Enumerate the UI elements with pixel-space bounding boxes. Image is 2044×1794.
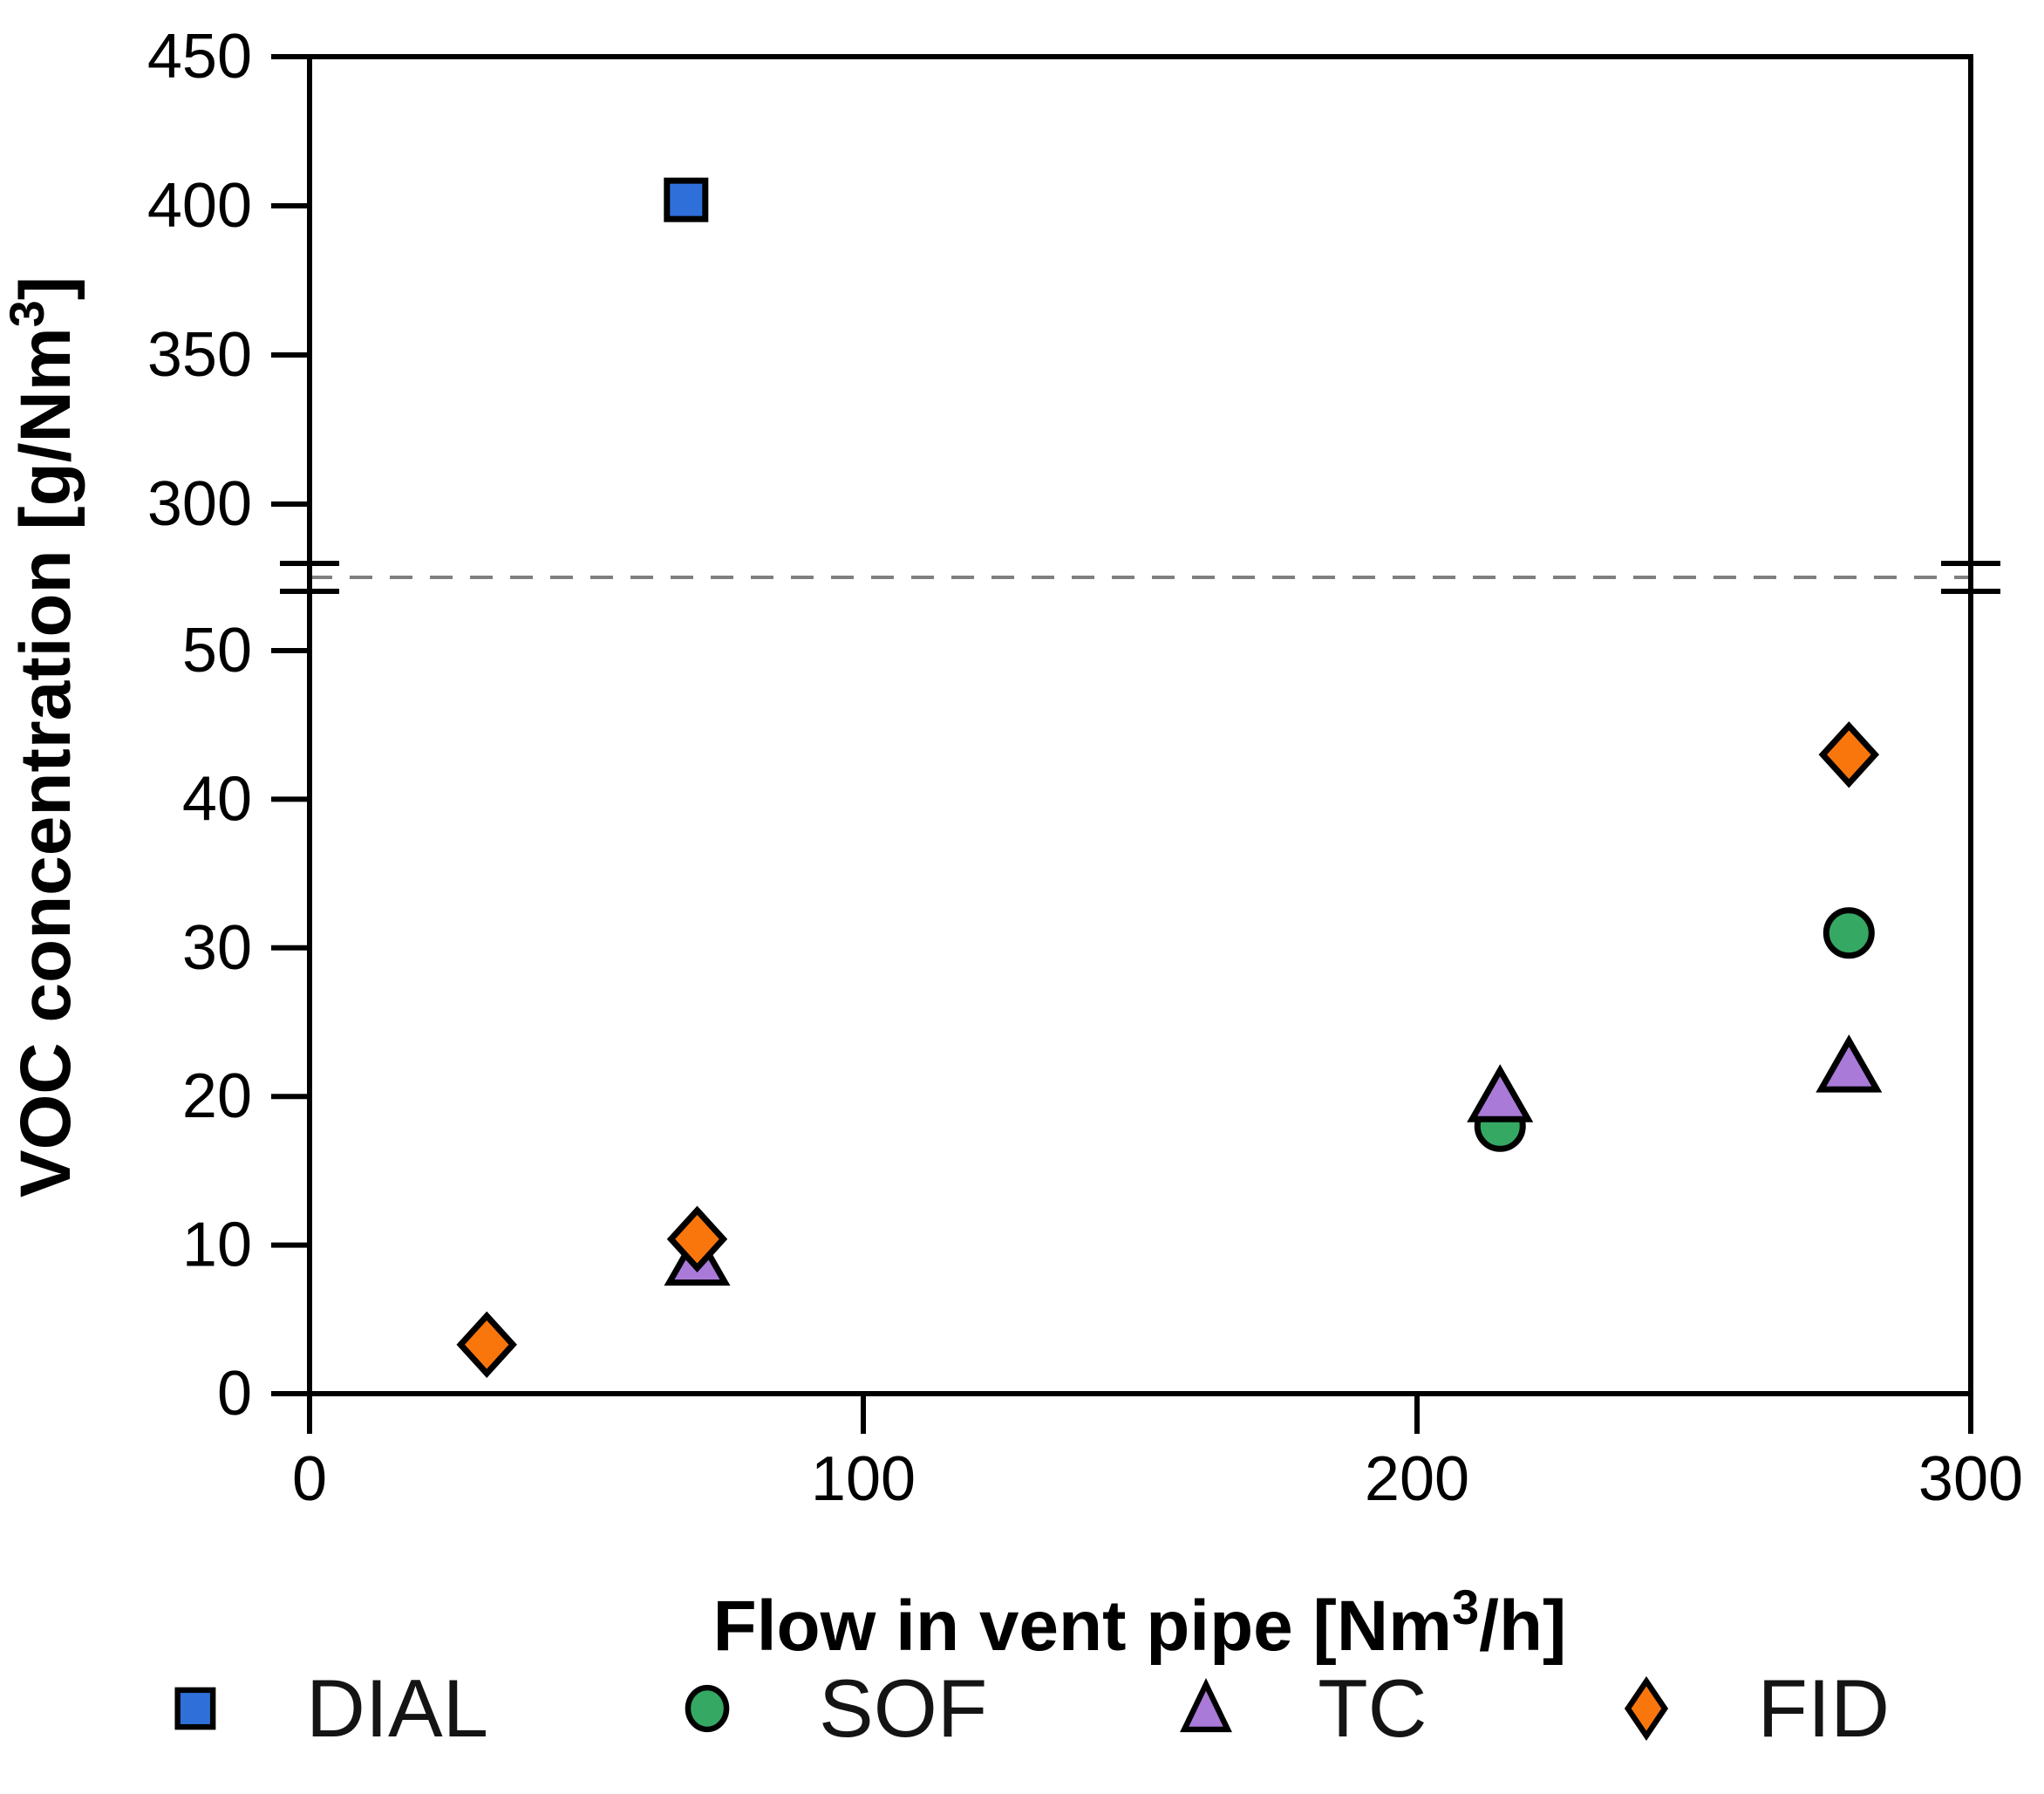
y-tick-label: 50 xyxy=(182,616,252,686)
sof-circle-shape xyxy=(685,1684,730,1733)
y-tick-label: 30 xyxy=(182,913,252,983)
point-diamond xyxy=(666,1205,728,1272)
y-axis-title-sup: 3 xyxy=(0,300,54,327)
y-axis-title-close: ] xyxy=(6,276,85,300)
legend-item-dial: DIAL xyxy=(154,1668,488,1750)
tc-triangle-shape xyxy=(1180,1677,1233,1733)
legend: DIAL SOF TC FID xyxy=(0,1668,2044,1750)
point-square xyxy=(664,177,709,222)
y-tick-label: 400 xyxy=(147,171,252,241)
y-axis-title: VOC concentration [g/Nm3] xyxy=(0,276,85,1197)
sof-circle-icon xyxy=(685,1684,730,1733)
legend-label-fid: FID xyxy=(1757,1662,1890,1754)
legend-label-tc: TC xyxy=(1318,1662,1427,1754)
y-tick-label: 40 xyxy=(182,764,252,834)
x-axis-title: Flow in vent pipe [Nm3/h] xyxy=(713,1579,1567,1666)
point-diamond xyxy=(1818,721,1880,788)
tc-triangle-icon xyxy=(1180,1677,1233,1733)
x-tick-label: 0 xyxy=(292,1444,327,1514)
data-points-group xyxy=(456,177,1883,1378)
x-tick-label: 100 xyxy=(811,1444,916,1514)
y-tick-label: 0 xyxy=(217,1359,252,1429)
fid-diamond-shape xyxy=(1624,1675,1668,1742)
x-axis-ticks-group: 0 100 200 300 xyxy=(292,1394,2023,1514)
plot-border xyxy=(307,54,1973,1396)
point-triangle xyxy=(1467,1064,1534,1122)
y-tick-label: 450 xyxy=(147,22,252,92)
dial-square-icon xyxy=(174,1687,216,1730)
y-tick-label: 300 xyxy=(147,469,252,539)
legend-label-sof: SOF xyxy=(819,1662,988,1754)
y-axis-ticks-group: 0 10 20 30 40 50 300 350 400 450 xyxy=(147,22,310,1429)
x-axis-title-text: Flow in vent pipe [Nm xyxy=(713,1586,1452,1666)
x-axis-title-close: /h] xyxy=(1479,1586,1566,1666)
y-axis-title-text: VOC concentration [g/Nm xyxy=(6,327,85,1197)
x-axis-title-sup: 3 xyxy=(1452,1579,1479,1634)
legend-label-dial: DIAL xyxy=(306,1662,488,1754)
y-tick-label: 350 xyxy=(147,320,252,390)
y-tick-label: 20 xyxy=(182,1061,252,1131)
legend-item-tc: TC xyxy=(1166,1668,1427,1750)
x-tick-label: 200 xyxy=(1365,1444,1469,1514)
point-circle xyxy=(1823,907,1875,959)
legend-item-sof: SOF xyxy=(667,1668,987,1750)
axis-break-marks-group xyxy=(280,561,2000,594)
legend-item-fid: FID xyxy=(1606,1668,1890,1750)
dial-square-shape xyxy=(174,1687,216,1730)
fid-diamond-icon xyxy=(1624,1675,1668,1742)
y-tick-label: 10 xyxy=(182,1211,252,1280)
x-tick-label: 300 xyxy=(1918,1444,2023,1514)
point-diamond xyxy=(456,1311,517,1378)
point-triangle xyxy=(1816,1034,1883,1093)
